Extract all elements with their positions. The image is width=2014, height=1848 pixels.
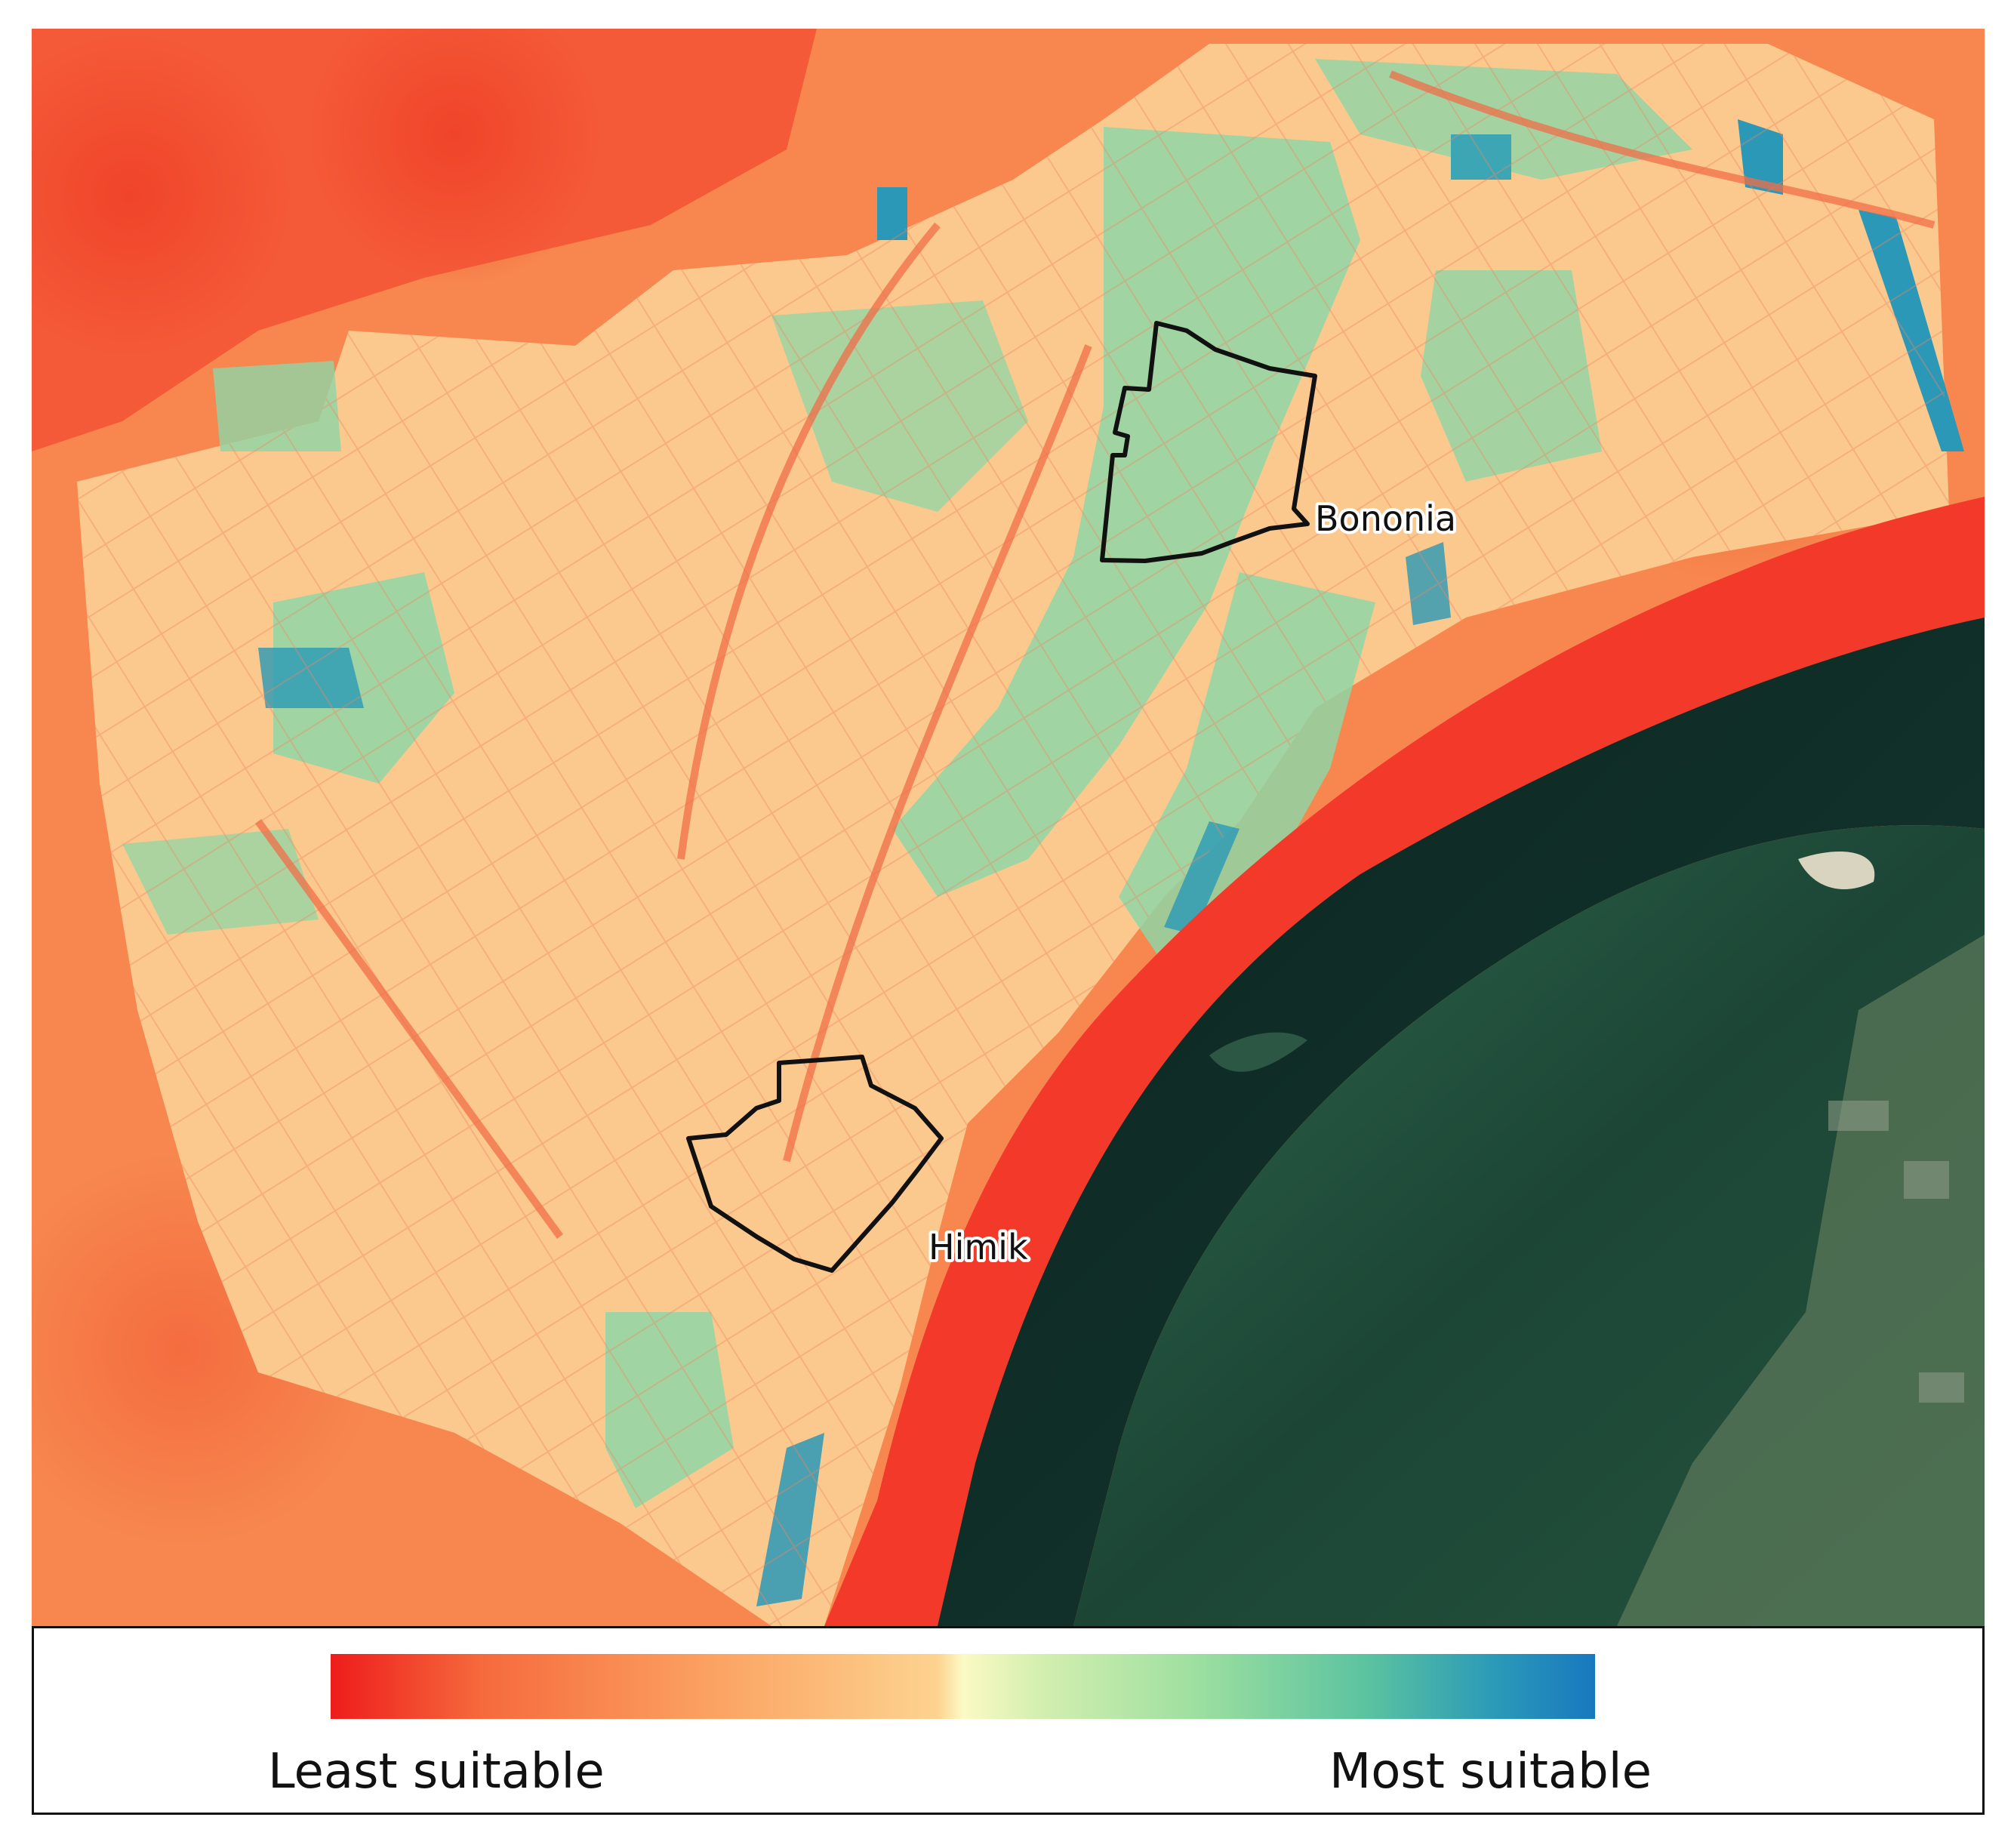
- legend: Least suitable Most suitable: [32, 1626, 1985, 1815]
- river: [938, 618, 1985, 1626]
- bononia-boundary: [1100, 321, 1317, 563]
- major-roads: [254, 70, 1935, 1239]
- far-bank-terrain: [1617, 935, 1985, 1626]
- legend-max-label: Most suitable: [1329, 1744, 1652, 1800]
- riverbank-least-suitable-band: [824, 497, 1985, 1626]
- place-label-himik: Himik: [928, 1227, 1028, 1267]
- himik-boundary: [686, 1055, 944, 1273]
- place-label-bononia: Bononia: [1315, 498, 1456, 539]
- legend-min-label: Least suitable: [268, 1744, 605, 1800]
- suitability-map: Bononia Himik: [32, 29, 1985, 1626]
- sandbank: [1798, 852, 1875, 889]
- legend-colorbar: [331, 1654, 1595, 1719]
